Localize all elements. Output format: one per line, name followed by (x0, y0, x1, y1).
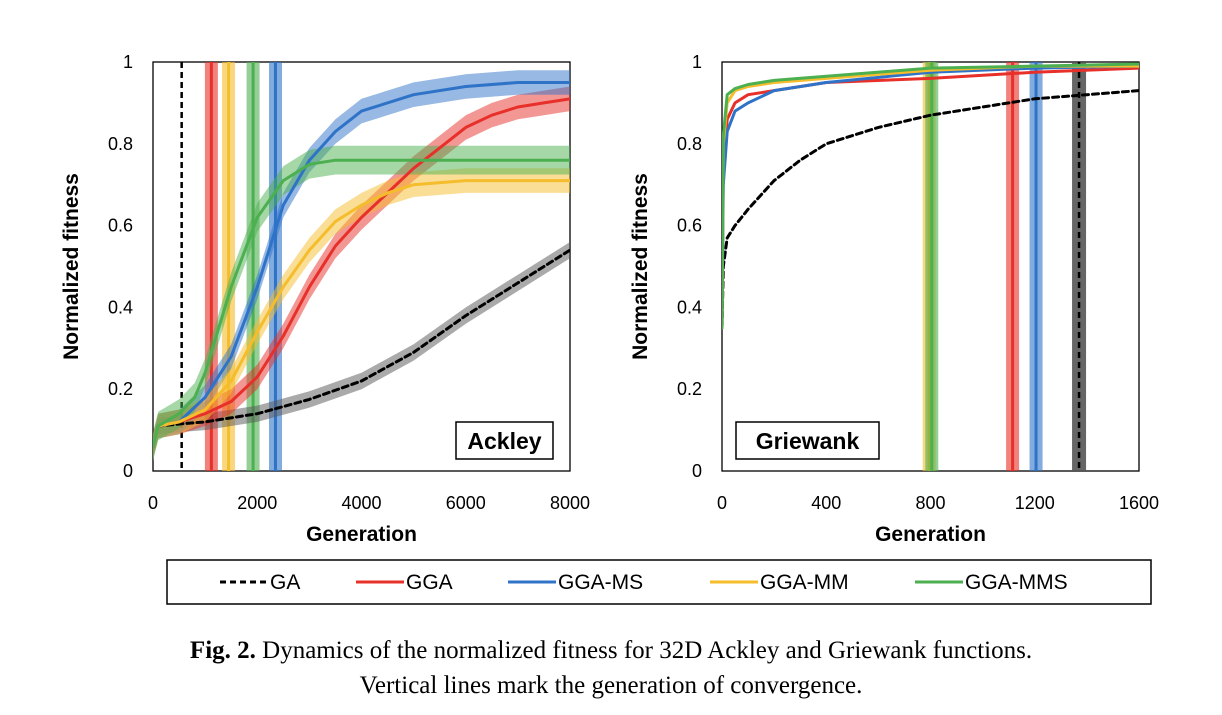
y-tick-label: 0.4 (108, 297, 133, 317)
x-axis-label: Generation (306, 523, 417, 546)
x-tick-label: 1600 (1119, 493, 1159, 513)
x-tick-label: 800 (915, 493, 945, 513)
x-tick-label: 2000 (237, 493, 277, 513)
x-axis-label: Generation (875, 523, 986, 546)
y-tick-label: 0.2 (677, 379, 702, 399)
x-tick-label: 1200 (1015, 493, 1055, 513)
y-tick-label: 0.8 (108, 134, 133, 154)
plot-content (722, 62, 1139, 471)
griewank-panel: 0 0.2 0.4 0.6 0.8 1 0 400 800 1200 1600 Generation N… (629, 52, 1159, 546)
y-tick-label: 0.4 (677, 297, 702, 317)
legend: GA GGA GGA-MS GGA-MM GGA-MMS (166, 559, 1152, 605)
legend-box (166, 559, 1152, 605)
series-line-gga-mms (153, 158, 570, 448)
x-tick-label: 4000 (341, 493, 381, 513)
x-tick-label: 0 (717, 493, 727, 513)
band-gga (153, 86, 570, 459)
y-tick-label: 0.6 (108, 216, 133, 236)
y-tick-label: 0 (692, 461, 702, 481)
band-gga-mms (153, 145, 570, 461)
caption-label: Fig. 2. (189, 637, 256, 664)
panel-label: Griewank (756, 428, 860, 454)
x-tick-label: 8000 (550, 493, 590, 513)
caption-line-2: Vertical lines mark the generation of co… (359, 672, 863, 699)
x-tick-label: 400 (811, 493, 841, 513)
legend-label-gga-ms: GGA-MS (558, 571, 643, 594)
series-line-gga-mms (722, 62, 1139, 330)
panel-label: Ackley (467, 428, 541, 454)
x-tick-label: 0 (148, 493, 158, 513)
series-line-ga (722, 89, 1139, 330)
caption-line-1: Fig. 2. Dynamics of the normalized fitne… (0, 637, 1222, 665)
legend-label-gga-mm: GGA-MM (760, 571, 849, 594)
y-tick-label: 0.8 (677, 134, 702, 154)
y-tick-label: 1 (123, 52, 133, 72)
plot-content (153, 62, 570, 471)
legend-label-gga: GGA (406, 571, 453, 594)
series-line-gga (153, 97, 570, 448)
y-tick-label: 1 (692, 52, 702, 72)
x-tick-label: 6000 (446, 493, 486, 513)
y-tick-label: 0 (123, 461, 133, 481)
legend-label-gga-mms: GGA-MMS (965, 571, 1068, 594)
caption-text-1: Dynamics of the normalized fitness for 3… (262, 637, 1033, 664)
y-axis-label: Normalized fitness (60, 173, 83, 360)
series-line-gga-ms (722, 64, 1139, 330)
panel-label-box (455, 421, 554, 460)
y-axis-label: Normalized fitness (629, 173, 652, 360)
y-tick-label: 0.2 (108, 379, 133, 399)
legend-label-ga: GA (270, 571, 300, 594)
series-line-gga-ms (153, 81, 570, 448)
panel-label-box (735, 421, 880, 460)
ackley-panel: 0 0.2 0.4 0.6 0.8 1 0 2000 4000 6000 8000 Generatio… (60, 52, 590, 546)
y-tick-label: 0.6 (677, 216, 702, 236)
series-line-gga-mm (153, 179, 570, 448)
